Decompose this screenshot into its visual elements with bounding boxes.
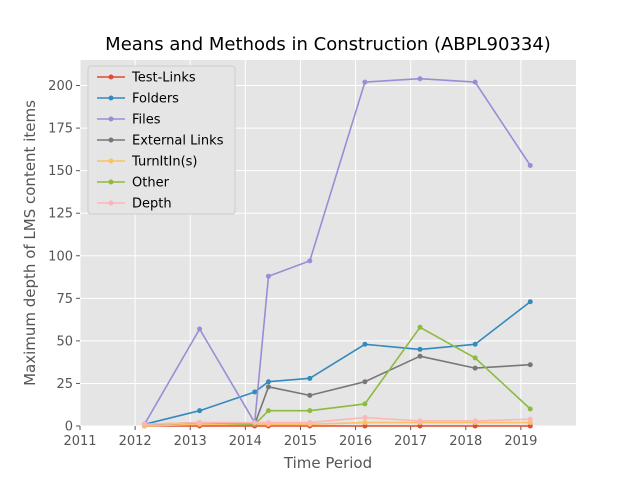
- y-tick-label: 100: [48, 249, 73, 264]
- data-point-external-links: [472, 365, 478, 371]
- legend-swatch-marker: [108, 116, 114, 122]
- legend-label: TurnItIn(s): [131, 155, 197, 170]
- data-point-turnitin-s: [362, 420, 368, 426]
- series-depth: [141, 414, 533, 427]
- x-tick-label: 2015: [284, 434, 317, 449]
- data-point-depth: [265, 420, 271, 426]
- data-point-folders: [527, 299, 533, 305]
- x-tick-label: 2012: [119, 434, 152, 449]
- data-point-depth: [307, 420, 313, 426]
- x-tick-label: 2019: [504, 434, 537, 449]
- legend-label: Depth: [132, 197, 172, 212]
- data-point-other: [527, 406, 533, 412]
- y-tick-label: 175: [48, 122, 73, 137]
- y-tick-label: 25: [56, 377, 73, 392]
- data-point-folders: [362, 341, 368, 347]
- data-point-external-links: [307, 392, 313, 398]
- data-point-files: [362, 79, 368, 85]
- data-point-files: [417, 76, 423, 82]
- data-point-other: [472, 355, 478, 361]
- data-point-other: [362, 401, 368, 407]
- legend-label: Files: [132, 113, 161, 128]
- legend: Test-Links Folders Files External Links Turn…: [87, 65, 236, 215]
- data-point-external-links: [417, 353, 423, 359]
- data-point-depth: [197, 420, 203, 426]
- legend-swatch-marker: [108, 200, 114, 206]
- data-point-external-links: [362, 379, 368, 385]
- x-tick-label: 2014: [229, 434, 262, 449]
- data-point-folders: [252, 389, 258, 395]
- y-tick-label: 75: [56, 292, 73, 307]
- data-point-files: [197, 326, 203, 332]
- data-point-folders: [265, 379, 271, 385]
- x-tick-label: 2016: [339, 434, 372, 449]
- legend-swatch-marker: [108, 74, 114, 80]
- legend-label: Test-Links: [131, 71, 196, 86]
- data-point-external-links: [265, 384, 271, 390]
- data-point-folders: [417, 346, 423, 352]
- y-tick-label: 50: [56, 334, 73, 349]
- data-point-files: [265, 273, 271, 279]
- legend-box: [87, 65, 236, 215]
- x-tick-label: 2017: [394, 434, 427, 449]
- x-tick-label: 2011: [63, 434, 96, 449]
- x-axis-title: Time Period: [283, 454, 372, 472]
- data-point-files: [527, 163, 533, 169]
- data-point-files: [472, 79, 478, 85]
- legend-label: Other: [132, 176, 170, 191]
- data-point-folders: [197, 408, 203, 414]
- data-point-depth: [527, 416, 533, 422]
- data-point-depth: [141, 421, 147, 427]
- plot-layer: 2011 2012 2013 2014 2015 2016 2017 2018 2019 0 25 5…: [48, 60, 576, 449]
- chart-title: Means and Methods in Construction (ABPL9…: [105, 34, 551, 55]
- y-tick-label: 150: [48, 164, 73, 179]
- x-tick-label: 2018: [449, 434, 482, 449]
- legend-swatch-marker: [108, 137, 114, 143]
- y-tick-label: 125: [48, 207, 73, 222]
- y-tick-label: 0: [65, 420, 73, 435]
- data-point-folders: [472, 341, 478, 347]
- data-point-other: [265, 408, 271, 414]
- legend-swatch-marker: [108, 179, 114, 185]
- y-tick-label: 200: [48, 79, 73, 94]
- data-point-folders: [307, 375, 313, 381]
- y-axis-title: Maximum depth of LMS content items: [21, 100, 39, 386]
- legend-label: Folders: [132, 92, 179, 107]
- data-point-other: [417, 324, 423, 330]
- legend-label: External Links: [132, 134, 224, 149]
- data-point-other: [307, 408, 313, 414]
- data-point-depth: [362, 414, 368, 420]
- data-point-depth: [252, 420, 258, 426]
- data-point-depth: [417, 418, 423, 424]
- legend-swatch-marker: [108, 95, 114, 101]
- data-point-depth: [472, 418, 478, 424]
- data-point-files: [307, 258, 313, 264]
- data-point-external-links: [527, 362, 533, 368]
- x-tick-label: 2013: [174, 434, 207, 449]
- legend-swatch-marker: [108, 158, 114, 164]
